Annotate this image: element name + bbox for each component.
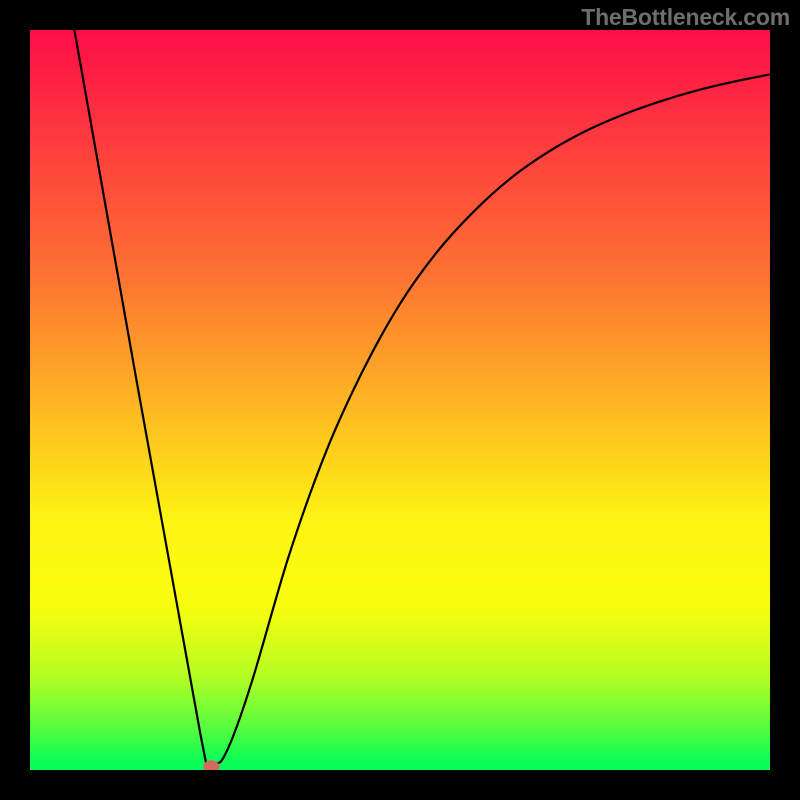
bottleneck-curve-chart <box>30 30 770 770</box>
plot-area <box>30 30 770 770</box>
chart-frame: TheBottleneck.com <box>0 0 800 800</box>
watermark-text: TheBottleneck.com <box>581 4 790 31</box>
